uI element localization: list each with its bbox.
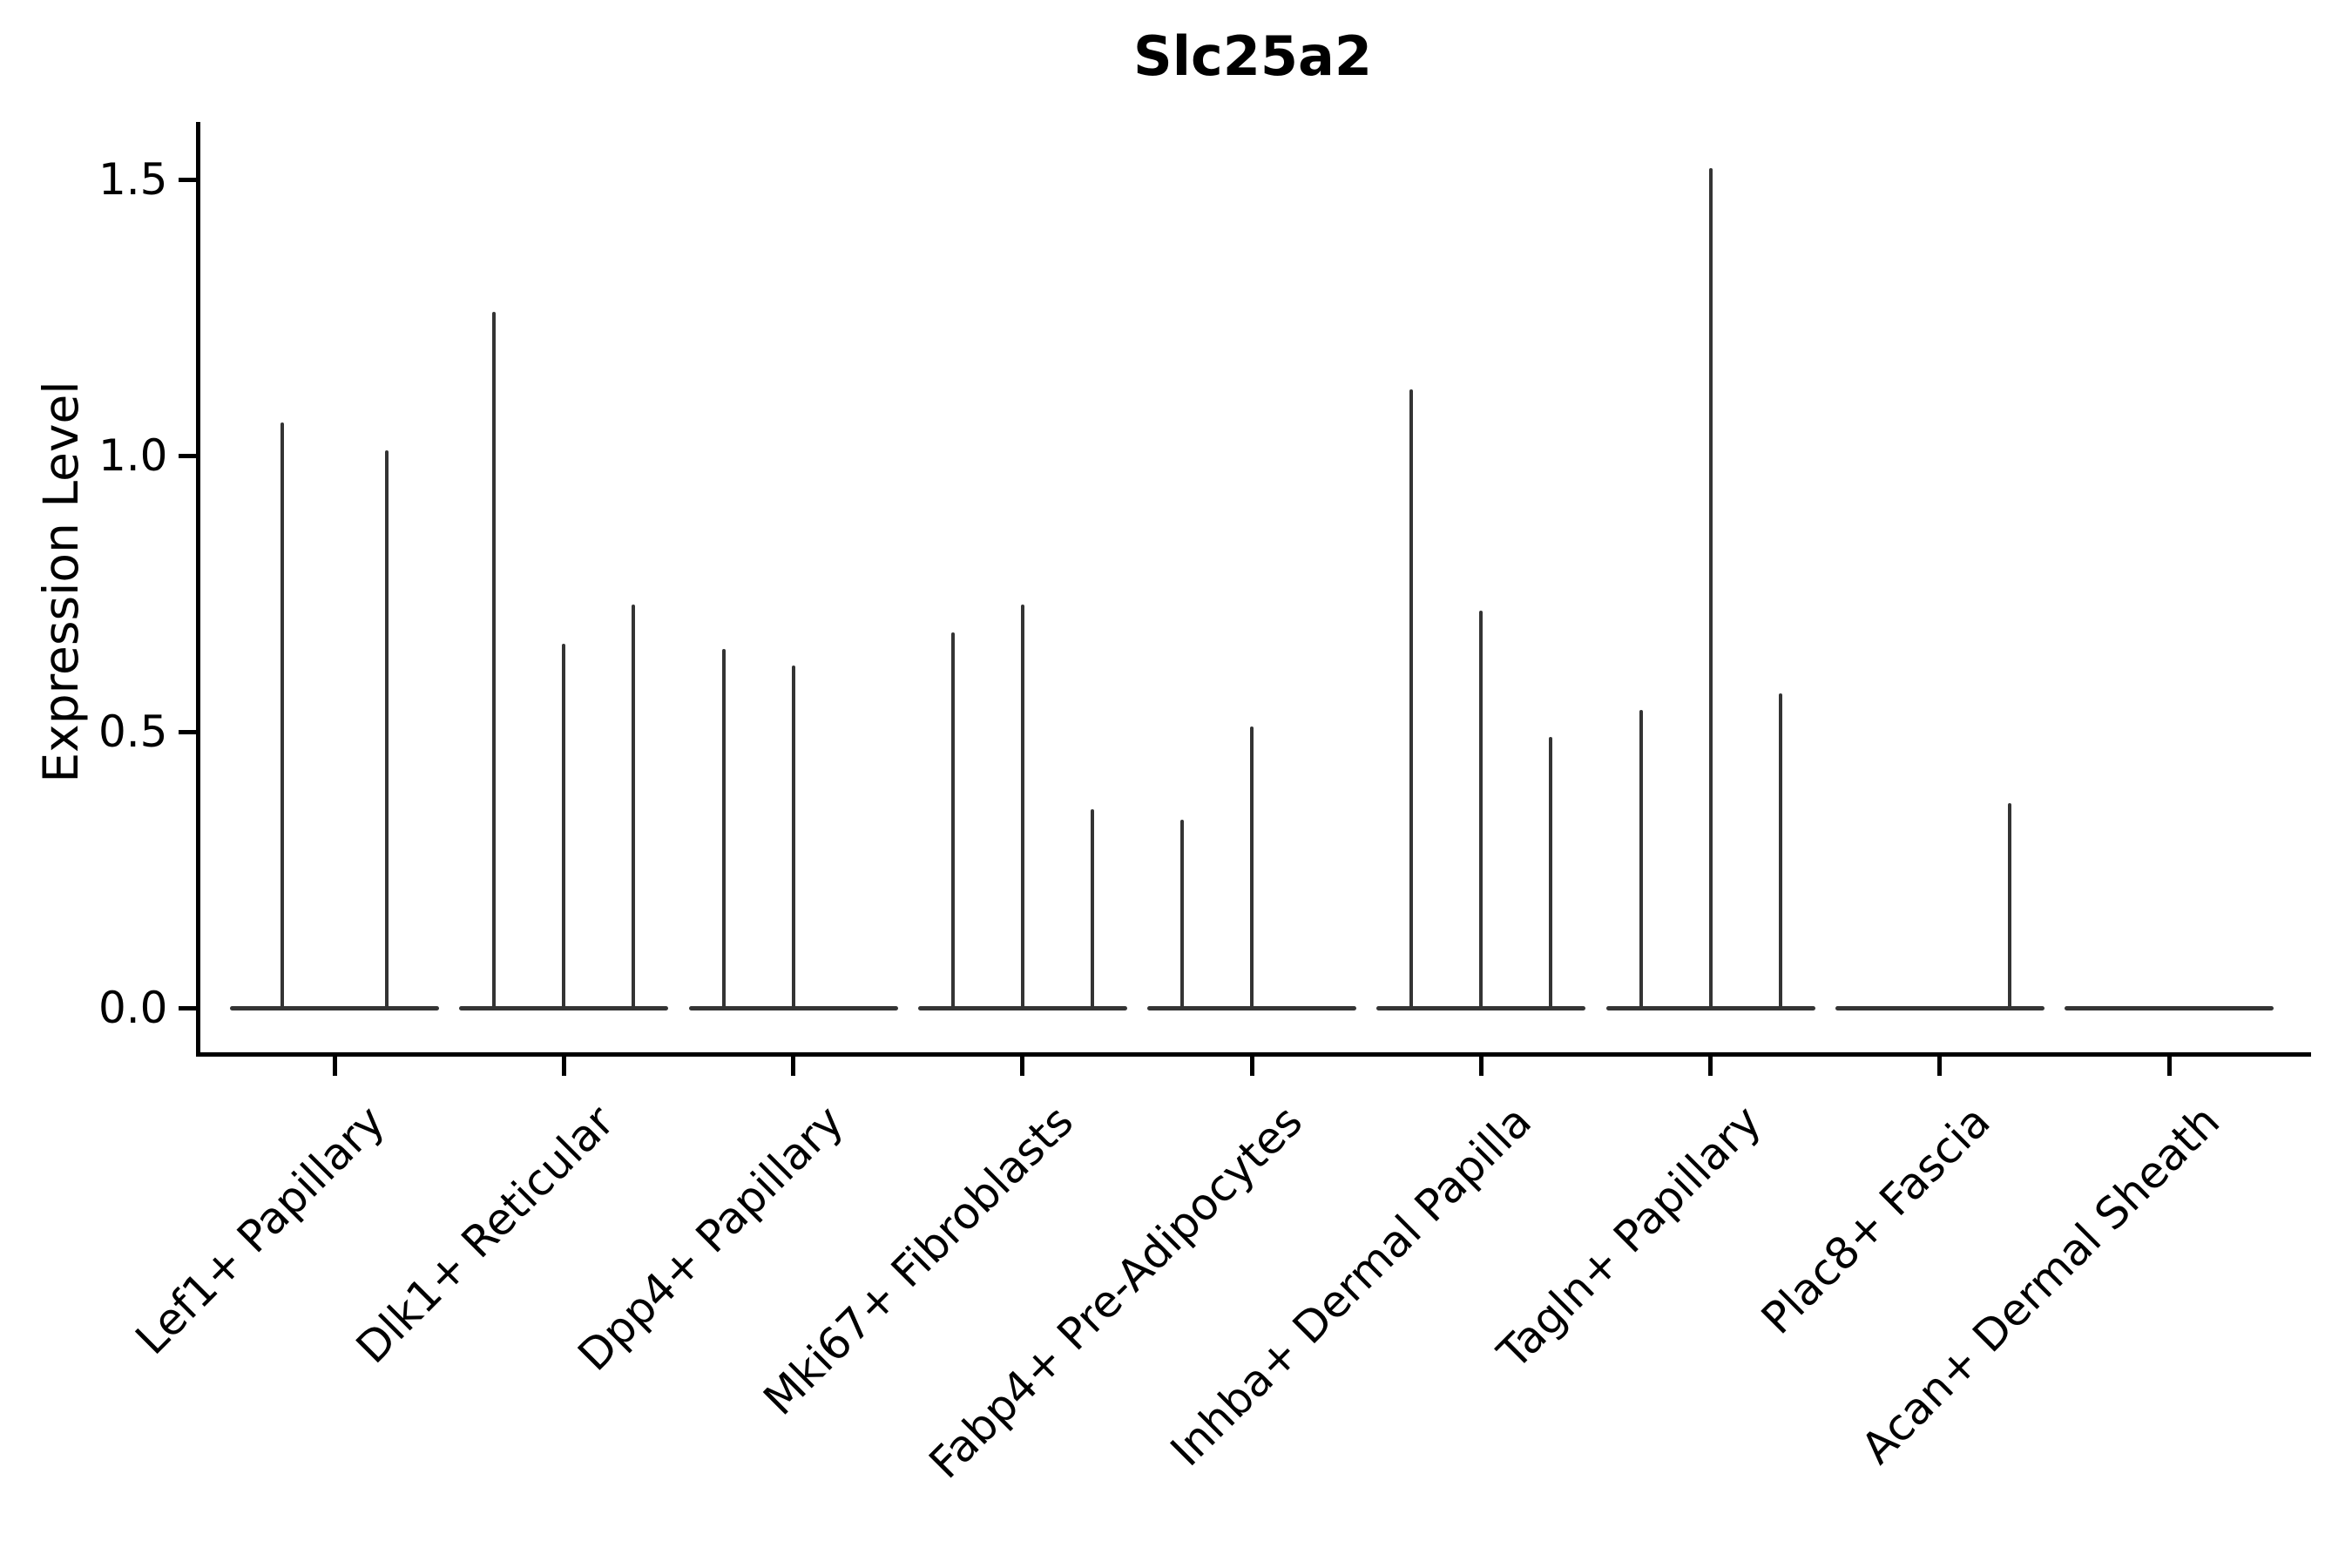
y-axis-spine — [195, 122, 200, 1057]
y-tick-label: 0.0 — [98, 983, 168, 1033]
violin-spike — [1639, 709, 1643, 1010]
x-tick-mark — [791, 1056, 795, 1076]
x-tick-mark — [1020, 1056, 1025, 1076]
y-tick-label: 1.0 — [98, 430, 168, 481]
chart-title: Slc25a2 — [1133, 24, 1372, 88]
violin-spike — [950, 632, 955, 1010]
y-tick-mark — [178, 729, 196, 734]
y-tick-label: 0.5 — [98, 706, 168, 757]
x-tick-label: Fabp4+ Pre-Adipocytes — [919, 1096, 1313, 1489]
violin-spike — [562, 643, 566, 1010]
violin-spike — [632, 605, 636, 1010]
violin-spike — [791, 665, 795, 1010]
violin-spike — [492, 312, 497, 1010]
violin-spike — [2007, 803, 2011, 1010]
violin-spike — [1549, 737, 1553, 1010]
violin-spike — [1020, 605, 1024, 1010]
y-tick-mark — [178, 453, 196, 458]
violin-baseline — [1835, 1005, 2044, 1010]
violin-spike — [1409, 389, 1414, 1010]
violin-spike — [1090, 808, 1094, 1010]
x-tick-label: Plac8+ Fascia — [1752, 1096, 2000, 1344]
violin-spike — [1250, 726, 1254, 1010]
x-axis-spine — [195, 1051, 2311, 1057]
violin-spike — [1180, 820, 1184, 1010]
violin-spike — [280, 422, 284, 1010]
violin-baseline — [230, 1005, 439, 1010]
x-tick-mark — [2166, 1056, 2172, 1076]
violin-spike — [1708, 168, 1713, 1010]
x-tick-mark — [332, 1056, 337, 1076]
y-tick-mark — [178, 1005, 196, 1010]
x-tick-mark — [1249, 1056, 1254, 1076]
y-tick-label: 1.5 — [98, 154, 168, 205]
x-tick-mark — [1478, 1056, 1484, 1076]
violin-spike — [1479, 610, 1484, 1010]
x-tick-mark — [1937, 1056, 1943, 1076]
violin-spike — [1778, 693, 1782, 1010]
x-tick-mark — [561, 1056, 566, 1076]
violin-spike — [721, 648, 726, 1010]
violin-baseline — [2065, 1005, 2274, 1010]
y-tick-mark — [178, 177, 196, 182]
x-tick-mark — [1708, 1056, 1713, 1076]
x-tick-label: Lef1+ Papillary — [125, 1096, 395, 1365]
violin-spike — [385, 449, 389, 1010]
